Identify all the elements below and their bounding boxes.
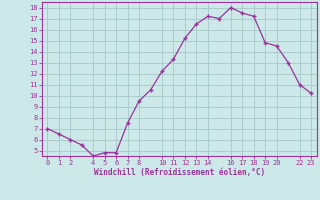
X-axis label: Windchill (Refroidissement éolien,°C): Windchill (Refroidissement éolien,°C) [94, 168, 265, 177]
